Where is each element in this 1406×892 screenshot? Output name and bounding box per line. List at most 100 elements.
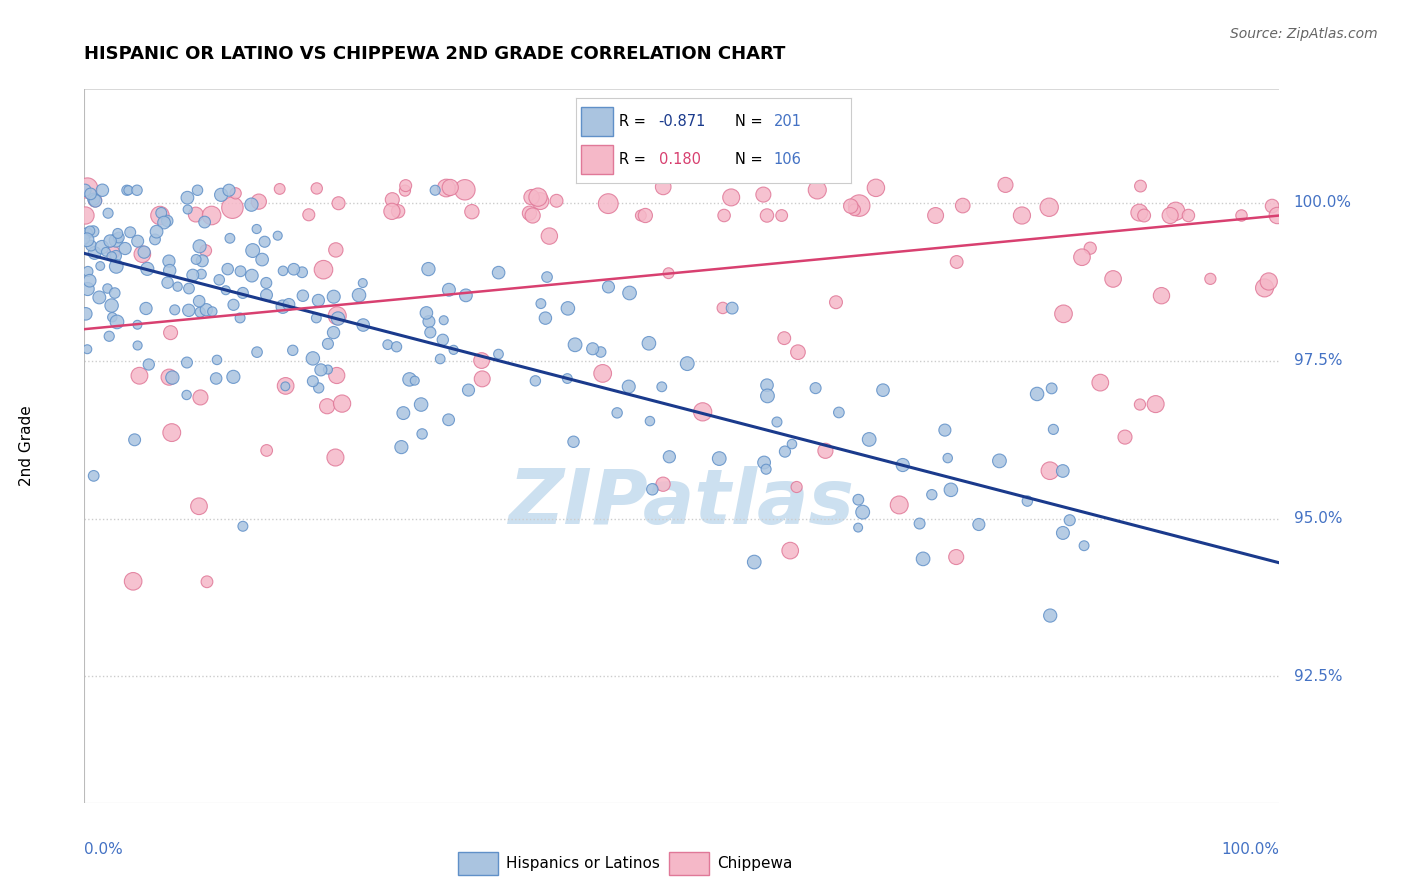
Point: [188, 239, 211, 253]
Text: ZIPatlas: ZIPatlas: [509, 467, 855, 540]
Point: [177, 281, 200, 295]
Point: [538, 229, 561, 244]
Point: [89, 290, 111, 304]
Text: HISPANIC OR LATINO VS CHIPPEWA 2ND GRADE CORRELATION CHART: HISPANIC OR LATINO VS CHIPPEWA 2ND GRADE…: [84, 45, 786, 62]
Point: [75, 307, 97, 321]
Point: [936, 451, 959, 466]
Point: [787, 345, 810, 359]
Point: [84, 194, 107, 208]
Point: [219, 231, 242, 245]
Point: [96, 281, 118, 295]
Point: [100, 250, 122, 264]
Point: [641, 483, 664, 497]
Point: [720, 190, 742, 204]
Point: [756, 389, 779, 403]
Point: [136, 261, 159, 276]
Point: [934, 423, 956, 437]
Point: [90, 240, 112, 254]
Point: [352, 318, 374, 332]
Point: [921, 488, 943, 502]
Point: [254, 276, 277, 290]
Point: [634, 209, 657, 223]
Point: [307, 293, 329, 308]
Point: [1078, 241, 1101, 255]
Point: [201, 304, 224, 318]
Point: [107, 230, 129, 244]
Point: [742, 555, 765, 569]
Point: [433, 313, 456, 327]
Point: [188, 305, 211, 319]
Point: [105, 260, 128, 274]
Point: [79, 186, 101, 201]
Point: [149, 209, 172, 223]
Point: [852, 505, 875, 519]
Point: [73, 183, 96, 197]
Point: [1129, 179, 1152, 194]
Point: [104, 249, 127, 263]
Point: [872, 383, 894, 397]
Point: [967, 517, 990, 532]
Point: [225, 186, 247, 201]
Point: [191, 253, 214, 268]
Point: [546, 194, 568, 208]
Text: Source: ZipAtlas.com: Source: ZipAtlas.com: [1230, 27, 1378, 41]
Text: 100.0%: 100.0%: [1222, 842, 1279, 857]
Point: [394, 184, 416, 198]
Point: [425, 183, 447, 197]
Point: [181, 268, 204, 282]
Point: [652, 180, 675, 194]
Point: [389, 440, 412, 454]
Text: N =: N =: [735, 153, 768, 168]
Point: [439, 180, 461, 194]
Point: [134, 245, 156, 260]
Point: [274, 379, 297, 393]
Point: [122, 574, 145, 589]
Point: [434, 181, 457, 195]
Point: [419, 326, 441, 340]
Point: [1150, 288, 1173, 302]
Point: [752, 187, 775, 202]
Point: [773, 444, 796, 458]
Point: [217, 262, 239, 277]
Point: [79, 274, 101, 288]
Point: [184, 208, 207, 222]
Point: [222, 298, 245, 312]
Point: [619, 285, 641, 300]
Point: [1129, 398, 1152, 412]
Point: [186, 183, 208, 197]
Point: [844, 202, 866, 217]
Point: [786, 480, 808, 494]
Point: [1059, 513, 1081, 527]
Point: [582, 342, 605, 356]
Point: [104, 286, 127, 301]
Point: [1073, 539, 1095, 553]
Point: [652, 477, 675, 491]
Point: [1039, 464, 1062, 478]
Text: -0.871: -0.871: [658, 114, 706, 129]
Point: [828, 405, 851, 419]
Point: [471, 372, 494, 386]
Point: [79, 224, 101, 238]
Point: [385, 340, 408, 354]
Point: [945, 255, 967, 269]
Point: [1164, 204, 1187, 219]
Point: [94, 244, 117, 259]
Point: [1159, 209, 1181, 223]
Point: [176, 191, 198, 205]
Point: [177, 303, 200, 318]
Point: [188, 500, 211, 514]
Point: [291, 265, 314, 279]
Point: [194, 244, 217, 258]
Point: [208, 273, 231, 287]
Text: 0.0%: 0.0%: [84, 842, 124, 857]
Point: [536, 270, 558, 285]
Point: [138, 358, 160, 372]
Point: [988, 454, 1011, 468]
Point: [1011, 209, 1033, 223]
Point: [124, 433, 146, 447]
Point: [127, 338, 149, 352]
Point: [131, 247, 153, 261]
Point: [347, 288, 370, 302]
Point: [437, 413, 460, 427]
Point: [271, 300, 294, 314]
